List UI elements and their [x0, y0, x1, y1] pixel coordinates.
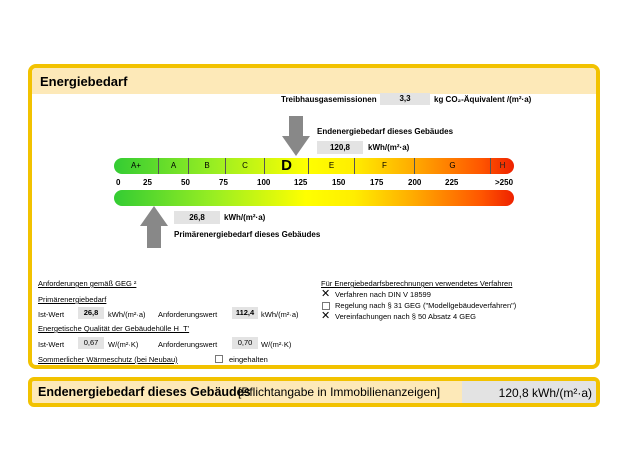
eingehalten-label: eingehalten [229, 355, 268, 364]
requirements-title: Anforderungen gemäß GEG ² [38, 279, 137, 288]
primary-energy-unit: kWh/(m²·a) [224, 213, 266, 222]
ghg-value: 3,3 [380, 93, 430, 105]
tick-label: >250 [495, 178, 514, 187]
req-value: 112,4 [232, 307, 258, 319]
ist2-label: Ist-Wert [38, 340, 65, 349]
footer-note: [Pflichtangabe in Immobilienanzeigen] [238, 385, 441, 399]
tick-label: 50 [181, 178, 190, 187]
primary-scale-bar [114, 190, 514, 206]
req-unit: kWh/(m²·a) [261, 310, 299, 319]
footer-bar: Endenergiebedarf dieses Gebäudes [Pflich… [28, 377, 600, 407]
class-D: D [265, 158, 309, 174]
energy-scale-bar: A+ A B C D E F G H [114, 158, 514, 174]
tick-label: 225 [445, 178, 459, 187]
class-E: E [309, 158, 355, 174]
tick-label: 0 [116, 178, 121, 187]
class-B: B [189, 158, 226, 174]
end-energy-unit: kWh/(m²·a) [368, 143, 410, 152]
primary-demand-title: Primärenergiebedarf [38, 295, 107, 304]
class-F: F [355, 158, 415, 174]
class-G: G [415, 158, 491, 174]
summer-protection-label: Sommerlicher Wärmeschutz (bei Neubau) [38, 355, 178, 364]
ghg-label: Treibhausgasemissionen [281, 95, 377, 104]
req2-value: 0,70 [232, 337, 258, 349]
eingehalten-checkbox[interactable] [215, 355, 223, 363]
panel-title: Energiebedarf [32, 68, 596, 94]
method-label: Regelung nach § 31 GEG ("Modellgebäudeve… [335, 301, 517, 310]
tick-label: 75 [219, 178, 228, 187]
energy-demand-panel: Energiebedarf [28, 64, 600, 369]
method-checkbox[interactable]: ✕ [321, 288, 331, 300]
tick-label: 25 [143, 178, 152, 187]
method-checkbox[interactable] [322, 301, 330, 310]
method-label: Vereinfachungen nach § 50 Absatz 4 GEG [335, 312, 476, 321]
envelope-title: Energetische Qualität der Gebäudehülle H… [38, 324, 190, 333]
tick-label: 100 [257, 178, 271, 187]
method-item: Regelung nach § 31 GEG ("Modellgebäudeve… [321, 300, 516, 311]
ist2-value: 0,67 [78, 337, 104, 349]
class-C: C [226, 158, 265, 174]
class-A: A [159, 158, 189, 174]
tick-label: 200 [408, 178, 422, 187]
scale-ticks: 0 25 50 75 100 125 150 175 200 225 >250 [0, 178, 626, 190]
ist2-unit: W/(m²·K) [108, 340, 139, 349]
class-H: H [499, 161, 506, 170]
method-checkbox[interactable]: ✕ [321, 310, 331, 322]
end-energy-label: Endenergiebedarf dieses Gebäudes [317, 127, 454, 136]
method-title: Für Energiebedarfsberechnungen verwendet… [321, 279, 513, 288]
end-energy-arrow-icon [282, 116, 310, 156]
class-A-plus: A+ [114, 158, 159, 174]
primary-energy-label: Primärenergiebedarf dieses Gebäudes [174, 230, 321, 239]
primary-energy-value: 26,8 [174, 211, 220, 224]
footer-label: Endenergiebedarf dieses Gebäudes [38, 385, 251, 399]
ghg-unit: kg CO₂-Äquivalent /(m²·a) [434, 95, 532, 104]
method-item: ✕ Vereinfachungen nach § 50 Absatz 4 GEG [321, 311, 516, 322]
ist-value: 26,8 [78, 307, 104, 319]
req2-label: Anforderungswert [158, 340, 218, 349]
primary-energy-arrow-icon [140, 206, 168, 248]
method-list: ✕ Verfahren nach DIN V 18599 Regelung nach… [321, 289, 516, 322]
ist-unit: kWh/(m²·a) [108, 310, 146, 319]
method-label: Verfahren nach DIN V 18599 [335, 290, 431, 299]
footer-value: 120,8 kWh/(m²·a) [462, 381, 596, 403]
req-label: Anforderungswert [158, 310, 218, 319]
tick-label: 125 [294, 178, 308, 187]
end-energy-value: 120,8 [317, 141, 363, 154]
tick-label: 175 [370, 178, 384, 187]
method-item: ✕ Verfahren nach DIN V 18599 [321, 289, 516, 300]
ist-label: Ist-Wert [38, 310, 65, 319]
req2-unit: W/(m²·K) [261, 340, 292, 349]
tick-label: 150 [332, 178, 346, 187]
